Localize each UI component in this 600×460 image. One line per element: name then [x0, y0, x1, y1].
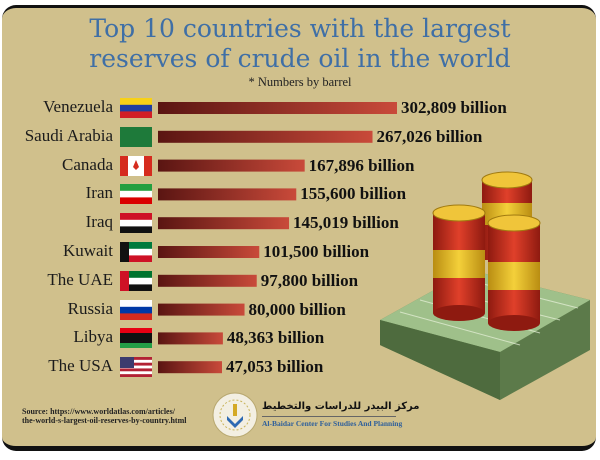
- bar-venezuela: [158, 102, 397, 114]
- country-label: The UAE: [47, 269, 113, 289]
- title-line-1: Top 10 countries with the largest: [89, 14, 511, 43]
- country-label: Venezuela: [43, 97, 113, 116]
- source-line-2: the-world-s-largest-oil-reserves-by-coun…: [22, 416, 187, 425]
- country-label: Libya: [73, 327, 113, 347]
- organization-name-arabic: مركز البيدر للدراسات والتخطيط: [262, 401, 420, 412]
- flag-iran-icon: [120, 184, 152, 205]
- country-label: The USA: [48, 356, 113, 376]
- country-label: Iraq: [85, 212, 113, 232]
- flag-venezuela-icon: [120, 98, 152, 118]
- title-line-2: reserves of crude oil in the world: [89, 44, 511, 73]
- flag-iraq-icon: [120, 213, 152, 234]
- data-label: 155,600 billion: [300, 184, 407, 204]
- country-label: Canada: [62, 154, 113, 174]
- flag-kuwait-icon: [120, 242, 152, 262]
- flag-saudi-arabia-icon: [120, 126, 152, 147]
- chart-subtitle: * Numbers by barrel: [248, 75, 352, 89]
- oil-barrels-money-illustration: [380, 171, 590, 400]
- data-label: 267,026 billion: [376, 126, 483, 146]
- divider: [262, 416, 396, 417]
- data-label: 167,896 billion: [308, 155, 415, 175]
- flag-libya-icon: [120, 328, 152, 349]
- bar-the-usa: [158, 361, 222, 374]
- flag-the-usa-icon: [120, 357, 152, 378]
- bar-libya: [158, 332, 223, 345]
- source-note: Source: https://www.worldatlas.com/artic…: [22, 407, 186, 425]
- data-label: 80,000 billion: [248, 299, 346, 319]
- organization-name-english: Al-Baidar Center For Studies And Plannin…: [262, 419, 403, 428]
- country-label: Iran: [85, 183, 113, 203]
- flag-canada-icon: [120, 155, 152, 176]
- oil-barrel-right: [487, 214, 541, 331]
- country-label: Kuwait: [62, 241, 113, 260]
- bar-kuwait: [158, 246, 260, 258]
- data-label: 145,019 billion: [293, 213, 399, 233]
- bar-canada: [158, 159, 305, 172]
- bar-iraq: [158, 217, 290, 230]
- bar-russia: [158, 303, 245, 316]
- source-line-1: Source: https://www.worldatlas.com/artic…: [22, 407, 175, 416]
- data-label: 101,500 billion: [263, 242, 370, 261]
- country-label: Russia: [67, 298, 113, 318]
- data-label: 48,363 billion: [226, 328, 325, 348]
- chart-title: Top 10 countries with the largest reserv…: [0, 14, 600, 74]
- data-label: 97,800 billion: [260, 270, 359, 290]
- al-baidar-logo: [212, 392, 258, 438]
- country-label: Saudi Arabia: [24, 125, 113, 145]
- data-label: 47,053 billion: [226, 357, 324, 377]
- oil-barrel-left: [432, 204, 486, 321]
- bar-the-uae: [158, 274, 257, 287]
- flag-the-uae-icon: [120, 270, 152, 291]
- data-label: 302,809 billion: [401, 98, 507, 117]
- flag-russia-icon: [120, 299, 152, 320]
- bar-iran: [158, 188, 297, 201]
- bar-saudi-arabia: [158, 130, 373, 143]
